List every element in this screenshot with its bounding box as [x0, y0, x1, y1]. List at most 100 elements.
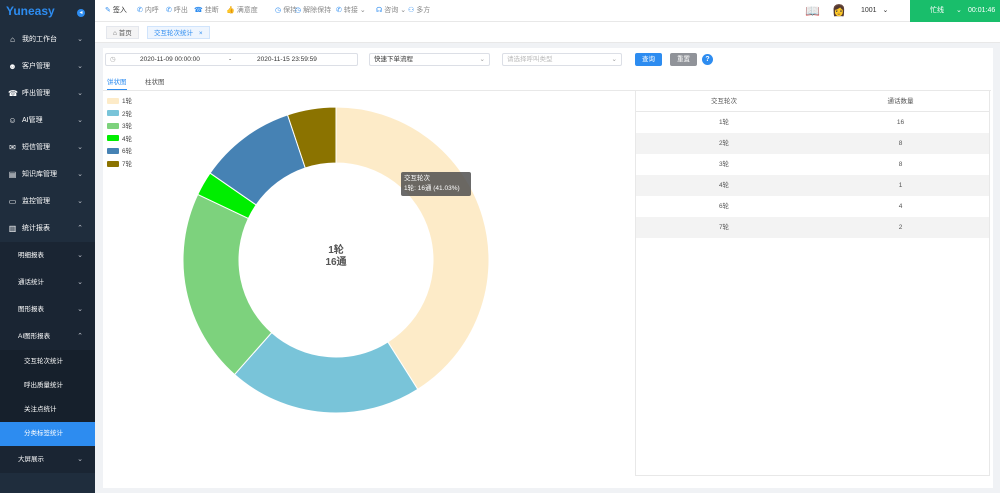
sidebar-subitem-label: 图形报表: [18, 306, 44, 313]
sidebar-item-label: 客户管理: [22, 63, 50, 70]
tab-current[interactable]: 交互轮次统计 ×: [147, 26, 210, 39]
reset-button[interactable]: 重置: [670, 53, 697, 66]
legend-item[interactable]: 1轮: [107, 97, 132, 106]
chevron-down-icon: ⌄: [479, 56, 485, 63]
divider: [103, 90, 991, 91]
chevron-down-icon: ⌄: [611, 56, 617, 63]
sidebar-item[interactable]: ▤ 知识库管理 ⌄: [0, 161, 95, 188]
sidebar-subsubitem[interactable]: 交互轮次统计: [0, 350, 95, 374]
agent-id-dropdown[interactable]: 1001 ⌄: [861, 0, 888, 22]
toolbar-action[interactable]: ✆ 转接 ⌄: [336, 0, 366, 22]
table-row: 7轮 2: [636, 217, 989, 238]
flow-select-value: 快速下单流程: [374, 56, 413, 63]
date-separator: -: [229, 56, 232, 63]
chevron-down-icon: ⌄: [77, 90, 83, 97]
sidebar-subsubitem-label: 分类标签统计: [24, 430, 63, 437]
toolbar-action[interactable]: ✆ 内呼: [137, 0, 159, 22]
sign-in-icon: ✎: [105, 7, 111, 14]
unhold-icon: ◷: [295, 7, 302, 14]
agent-status[interactable]: 忙线 ⌄ 00:01:46: [910, 0, 1000, 22]
legend-label: 4轮: [122, 135, 133, 143]
table-cell: 1: [898, 182, 903, 189]
call-type-select[interactable]: 请选择呼叫类型 ⌄: [502, 53, 622, 66]
table-cell: 8: [898, 161, 903, 168]
tab-pie-chart[interactable]: 饼状图: [107, 76, 127, 90]
tab-bar-chart[interactable]: 柱状图: [145, 79, 165, 86]
date-end: 2020-11-15 23:59:59: [257, 56, 317, 63]
tab-bar: ⌂ 首页 交互轮次统计 ×: [95, 22, 1000, 43]
date-start: 2020-11-09 00:00:00: [140, 56, 200, 63]
internal-call-icon: ✆: [137, 7, 143, 14]
book-icon: ▤: [8, 170, 17, 179]
tab-home-label: 首页: [118, 30, 132, 37]
date-range-picker[interactable]: ◷ 2020-11-09 00:00:00 - 2020-11-15 23:59…: [105, 53, 358, 66]
sidebar-subitem-label: AI图形报表: [18, 333, 51, 340]
sidebar-item[interactable]: ☎ 呼出管理 ⌄: [0, 80, 95, 107]
toolbar-action[interactable]: ✎ 签入: [105, 0, 127, 22]
legend-item[interactable]: 6轮: [107, 147, 132, 156]
legend-item[interactable]: 3轮: [107, 122, 132, 131]
toolbar-action-label: 呼出: [173, 7, 188, 14]
flow-select[interactable]: 快速下单流程 ⌄: [369, 53, 490, 66]
collapse-toggle-icon[interactable]: ◂: [77, 9, 85, 17]
sidebar-item[interactable]: ▭ 监控管理 ⌄: [0, 188, 95, 215]
call-timer: 00:01:46: [968, 7, 996, 14]
users-icon: ☻: [8, 62, 17, 71]
toolbar-action[interactable]: ☎ 挂断: [194, 0, 219, 22]
legend-item[interactable]: 2轮: [107, 110, 132, 119]
toolbar-action[interactable]: 👍 满意度: [226, 0, 258, 22]
search-button[interactable]: 查询: [635, 53, 662, 66]
table-row: 2轮 8: [636, 133, 989, 154]
close-icon[interactable]: ×: [198, 30, 203, 37]
mail-icon: ✉: [9, 143, 16, 152]
legend-item[interactable]: 7轮: [107, 160, 132, 169]
sidebar-subitem[interactable]: AI图形报表 ⌃: [0, 323, 95, 350]
table-cell: 2: [898, 224, 903, 231]
table-cell: 6轮: [718, 203, 730, 210]
table-row: 4轮 1: [636, 175, 989, 196]
book-icon[interactable]: 📖: [805, 4, 820, 18]
legend-swatch: [107, 110, 119, 117]
toolbar-action[interactable]: ◷ 保持: [275, 0, 297, 22]
chart-tooltip: 交互轮次 1轮: 16通 (41.03%): [401, 172, 471, 196]
chevron-down-icon: ⌄: [359, 7, 366, 14]
chevron-down-icon: ⌄: [77, 117, 83, 124]
sidebar-item[interactable]: ⌂ 我的工作台 ⌄: [0, 26, 95, 53]
table-header: 交互轮次 通话数量: [636, 91, 989, 112]
donut-slice[interactable]: [286, 106, 337, 169]
hold-icon: ◷: [275, 7, 282, 14]
sidebar-subitem-label: 明细报表: [18, 252, 44, 259]
toolbar-action[interactable]: ✆ 呼出: [166, 0, 188, 22]
sidebar-item[interactable]: ▥ 统计报表 ⌃: [0, 215, 95, 242]
sidebar-subitem[interactable]: 图形报表 ⌄: [0, 296, 95, 323]
hangup-icon: ☎: [194, 7, 203, 14]
toolbar-action[interactable]: ⚇ 多方: [408, 0, 430, 22]
table-cell: 3轮: [718, 161, 730, 168]
sidebar-item[interactable]: ✉ 短信管理 ⌄: [0, 134, 95, 161]
sidebar-subitem[interactable]: 通话统计 ⌄: [0, 269, 95, 296]
sidebar-item[interactable]: ☺ AI管理 ⌄: [0, 107, 95, 134]
sidebar-item-label: 统计报表: [22, 225, 50, 232]
donut-slice[interactable]: [335, 106, 490, 391]
legend-item[interactable]: 4轮: [107, 135, 132, 144]
sidebar-item-label: 呼出管理: [22, 90, 50, 97]
chart-center-label: 1轮: [328, 243, 344, 256]
conference-icon: ⚇: [408, 7, 415, 14]
avatar[interactable]: 👩: [832, 5, 846, 17]
phone-icon: ☎: [8, 89, 18, 98]
sidebar-item[interactable]: ☻ 客户管理 ⌄: [0, 53, 95, 80]
help-icon[interactable]: ?: [702, 54, 713, 65]
sidebar-subsubitem[interactable]: 分类标签统计: [0, 422, 95, 446]
sidebar-subsubitem[interactable]: 呼出质量统计: [0, 374, 95, 398]
top-toolbar: ✎ 签入 ✆ 内呼 ✆ 呼出 ☎ 挂断 👍 满意度 ◷ 保持 ◷ 解除保持 ✆ 转接 ⌄ ☊ 咨询 ⌄ ⚇ 多方 📖 👩 …: [95, 0, 1000, 22]
chevron-down-icon: ⌄: [77, 36, 83, 43]
tab-home[interactable]: ⌂ 首页: [106, 26, 139, 39]
sidebar-subsubitem[interactable]: 关注点统计: [0, 398, 95, 422]
chevron-down-icon[interactable]: ⌄: [956, 7, 962, 14]
toolbar-action[interactable]: ◷ 解除保持: [295, 0, 331, 22]
sidebar-subitem[interactable]: 明细报表 ⌄: [0, 242, 95, 269]
toolbar-action[interactable]: ☊ 咨询 ⌄: [376, 0, 406, 22]
status-label: 忙线: [930, 7, 944, 14]
sidebar-item-big-screen[interactable]: 大屏展示 ⌄: [0, 446, 95, 473]
donut-slice[interactable]: [182, 193, 273, 376]
